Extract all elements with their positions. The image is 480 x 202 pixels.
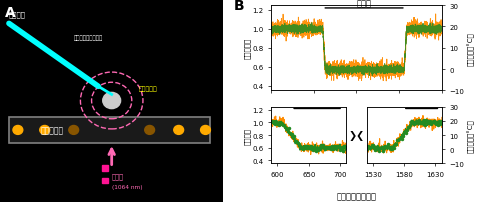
- Circle shape: [145, 126, 155, 135]
- Text: (1064 nm): (1064 nm): [112, 184, 142, 189]
- Y-axis label: （相対値）: （相対値）: [244, 38, 251, 59]
- Circle shape: [69, 126, 79, 135]
- Circle shape: [174, 126, 184, 135]
- Circle shape: [103, 93, 120, 109]
- Text: ガラス針: ガラス針: [9, 12, 26, 18]
- Text: 赤外光: 赤外光: [112, 173, 124, 179]
- FancyBboxPatch shape: [9, 117, 210, 143]
- Text: 加熱中: 加熱中: [357, 0, 372, 8]
- Circle shape: [13, 126, 23, 135]
- Y-axis label: 温度変化（°C）: 温度変化（°C）: [467, 32, 474, 65]
- Circle shape: [201, 126, 210, 135]
- Text: 時間　（ミリ秒）: 時間 （ミリ秒）: [336, 191, 376, 200]
- Circle shape: [40, 126, 49, 135]
- Bar: [102, 166, 108, 171]
- Y-axis label: 荧光強度: 荧光強度: [244, 127, 251, 144]
- Text: アルミニウム凝集体: アルミニウム凝集体: [74, 35, 103, 40]
- Text: ❯❮: ❯❮: [348, 130, 364, 140]
- Text: B: B: [234, 0, 244, 13]
- Text: ナノ温度計: ナノ温度計: [139, 86, 157, 92]
- Bar: [102, 178, 108, 183]
- Text: ガラス基板: ガラス基板: [40, 126, 63, 135]
- Y-axis label: 温度変化（°C）: 温度変化（°C）: [467, 119, 474, 152]
- Text: A: A: [4, 6, 15, 20]
